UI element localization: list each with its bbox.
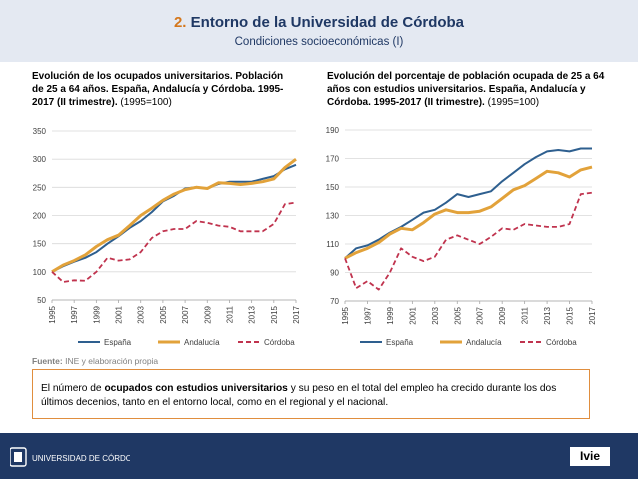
y-tick-label: 100 <box>33 268 47 277</box>
y-tick-label: 190 <box>326 126 340 135</box>
legend-label: Córdoba <box>264 338 295 347</box>
x-tick-label: 2013 <box>248 305 257 323</box>
y-tick-label: 150 <box>326 183 340 192</box>
chart-1-title-base: (1995=100) <box>120 97 172 108</box>
universidad-cordoba-logo: UNIVERSIDAD DE CÓRDOBA <box>10 447 130 467</box>
info-text-1: El número de <box>41 383 105 394</box>
x-tick-label: 2017 <box>292 305 301 323</box>
x-tick-label: 2013 <box>543 306 552 324</box>
section-number: 2. <box>173 14 187 31</box>
y-tick-label: 200 <box>33 212 47 221</box>
x-tick-label: 1997 <box>70 305 79 323</box>
legend-label: España <box>386 338 414 347</box>
chart-ocupados-universitarios: 50 100 150 200 250 300 350 1995 1997 1999 2001 2003… <box>33 127 301 347</box>
y-tick-label: 50 <box>37 296 46 305</box>
y-tick-label: 110 <box>326 240 339 249</box>
x-tick-label: 2005 <box>453 306 462 324</box>
source-note: Fuente: INE y elaboración propia <box>32 356 158 366</box>
y-tick-label: 300 <box>33 155 47 164</box>
ivie-logo: Ivie <box>570 447 610 466</box>
y-tick-label: 70 <box>330 297 339 306</box>
x-tick-label: 2015 <box>566 306 575 324</box>
x-tick-label: 1997 <box>363 306 372 324</box>
page-subtitle: Condiciones socioeconómicas (I) <box>234 36 404 48</box>
source-text: INE y elaboración propia <box>65 356 159 366</box>
x-tick-label: 2015 <box>270 305 279 323</box>
info-highlight: ocupados con estudios universitarios <box>104 383 288 394</box>
x-tick-label: 2005 <box>159 305 168 323</box>
series-line-cordoba <box>344 191 593 291</box>
x-tick-label: 2001 <box>408 306 417 324</box>
x-tick-label: 2007 <box>181 305 190 323</box>
x-tick-label: 2011 <box>225 305 234 323</box>
legend-label: Andalucía <box>466 338 502 347</box>
x-tick-label: 2003 <box>431 306 440 324</box>
header-band <box>0 0 638 62</box>
x-tick-label: 2017 <box>588 306 597 324</box>
page-title: 2. Entorno de la Universidad de Córdoba <box>0 14 638 31</box>
legend-label: Córdoba <box>546 338 577 347</box>
series-line-espana <box>344 147 592 260</box>
series-line-andalucia <box>51 158 297 274</box>
x-tick-label: 1999 <box>92 305 101 323</box>
chart-2-title-text: Evolución del porcentaje de población oc… <box>327 71 605 108</box>
chart-porcentaje-ocupados: 70 90 110 130 150 170 190 1995 1997 1999 2001 2003 2… <box>326 126 597 347</box>
chart-1-title: Evolución de los ocupados universitarios… <box>32 70 294 109</box>
x-tick-label: 1999 <box>386 306 395 324</box>
x-tick-label: 1995 <box>48 305 57 323</box>
uco-logo-text: UNIVERSIDAD DE CÓRDOBA <box>32 454 130 463</box>
info-box: El número de ocupados con estudios unive… <box>32 369 590 419</box>
x-tick-label: 2009 <box>498 306 507 324</box>
x-tick-label: 2011 <box>521 306 530 324</box>
series-line-cordoba <box>51 201 297 283</box>
series-line-andalucia <box>344 165 593 260</box>
source-label: Fuente: <box>32 356 63 366</box>
x-tick-label: 2003 <box>137 305 146 323</box>
title-text: Entorno de la Universidad de Córdoba <box>190 14 465 31</box>
chart-2-title-base: (1995=100) <box>487 97 540 108</box>
footer-band <box>0 433 638 479</box>
info-text-2: y su peso en el total del empleo ha crec… <box>41 383 557 408</box>
y-tick-label: 170 <box>326 155 340 164</box>
x-tick-label: 1995 <box>341 306 350 324</box>
y-tick-label: 130 <box>326 212 340 221</box>
y-tick-label: 90 <box>330 269 339 278</box>
chart-1-title-text: Evolución de los ocupados universitarios… <box>32 71 284 108</box>
legend-label: España <box>104 338 132 347</box>
legend-label: Andalucía <box>184 338 220 347</box>
y-tick-label: 350 <box>33 127 47 136</box>
x-tick-label: 2009 <box>203 305 212 323</box>
y-tick-label: 150 <box>33 240 47 249</box>
chart-2-title: Evolución del porcentaje de población oc… <box>327 70 607 109</box>
x-tick-label: 2007 <box>476 306 485 324</box>
x-tick-label: 2001 <box>115 305 124 323</box>
y-tick-label: 250 <box>33 183 47 192</box>
